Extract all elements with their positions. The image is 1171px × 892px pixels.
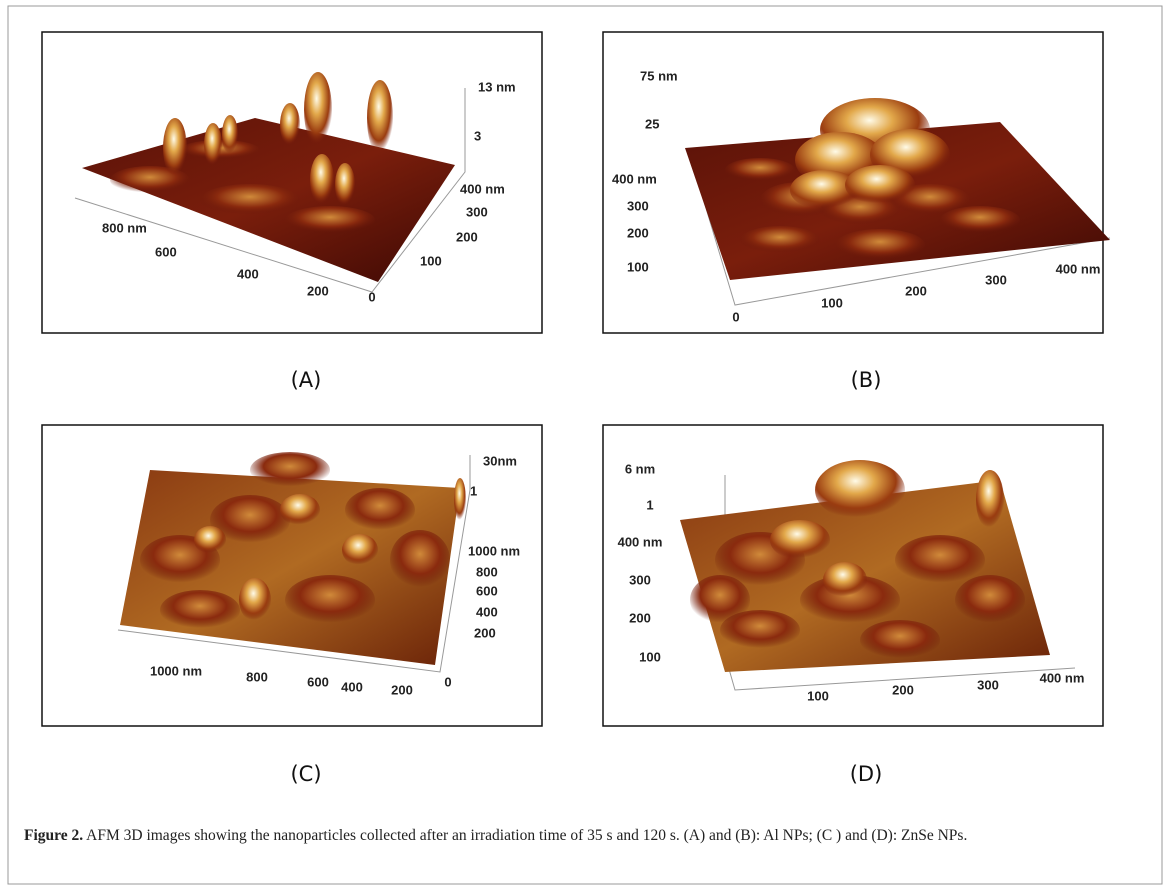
surface-peak: [770, 520, 830, 560]
surface-peak: [280, 494, 320, 526]
axis-label: 600: [307, 674, 329, 689]
axis-label: 400 nm: [1040, 670, 1085, 685]
figure: (A)13 nm3400 nm3002001000800 nm600400200…: [0, 0, 1171, 892]
surface-peak: [310, 154, 334, 206]
surface-bump: [895, 535, 985, 585]
axis-label: 0: [732, 309, 739, 324]
figure-page: (A)13 nm3400 nm3002001000800 nm600400200…: [0, 0, 1171, 892]
axis-label: 100: [420, 253, 442, 268]
surface-bump: [740, 226, 820, 254]
surface-peak: [342, 534, 378, 566]
axis-label: 300: [629, 572, 651, 587]
axis-label: 75 nm: [640, 68, 678, 83]
axis-label: 400 nm: [612, 171, 657, 186]
axis-label: 200: [456, 229, 478, 244]
surface-bump: [835, 229, 925, 261]
surface-peak: [194, 526, 226, 554]
axis-label: 800 nm: [102, 220, 147, 235]
axis-label: 800: [246, 669, 268, 684]
panel-label: (C): [290, 762, 321, 786]
axis-label: 3: [474, 128, 481, 143]
axis-label: 200: [391, 682, 413, 697]
axis-label: 400 nm: [618, 534, 663, 549]
axis-label: 100: [639, 649, 661, 664]
axis-label: 800: [476, 564, 498, 579]
surface-bump: [285, 575, 375, 625]
surface-peak: [367, 80, 393, 156]
axis-label: 100: [821, 295, 843, 310]
surface-peak: [976, 470, 1004, 530]
panel-label: (B): [851, 368, 882, 392]
axis-label: 200: [905, 283, 927, 298]
axis-label: 400: [476, 604, 498, 619]
surface-peak: [823, 562, 867, 598]
axis-label: 200: [474, 625, 496, 640]
axis-label: 400: [237, 266, 259, 281]
surface-bump: [345, 488, 415, 532]
surface-bump: [940, 206, 1020, 234]
surface-peak: [222, 115, 238, 155]
surface-bump: [725, 158, 795, 182]
surface-peak: [454, 478, 466, 522]
axis-label: 400 nm: [460, 181, 505, 196]
axis-label: 25: [645, 116, 659, 131]
axis-label: 1: [470, 483, 477, 498]
surface-bump: [390, 530, 450, 590]
surface-peak: [239, 578, 271, 622]
axis-label: 1000 nm: [150, 663, 202, 678]
surface-bump: [200, 184, 300, 216]
surface-bump: [250, 452, 330, 488]
axis-label: 6 nm: [625, 461, 655, 476]
surface-peak: [304, 72, 332, 148]
caption: Figure 2. AFM 3D images showing the nano…: [24, 826, 1149, 845]
axis-label: 600: [155, 244, 177, 259]
surface-bump: [860, 620, 940, 660]
axis-label: 13 nm: [478, 79, 516, 94]
axis-label: 200: [892, 682, 914, 697]
axis-label: 0: [368, 289, 375, 304]
axis-label: 0: [444, 674, 451, 689]
axis-label: 400 nm: [1056, 261, 1101, 276]
surface-bump: [690, 575, 750, 625]
panel-label: (A): [291, 368, 322, 392]
axis-label: 300: [627, 198, 649, 213]
surface-bump: [955, 575, 1025, 625]
axis-label: 30nm: [483, 453, 517, 468]
axis-label: 1000 nm: [468, 543, 520, 558]
surface-bump: [285, 206, 375, 234]
axis-label: 100: [807, 688, 829, 703]
axis-label: 300: [466, 204, 488, 219]
caption-label: Figure 2.: [24, 827, 83, 844]
axis-label: 200: [307, 283, 329, 298]
axis-label: 600: [476, 583, 498, 598]
surface-peak: [845, 165, 915, 205]
axis-label: 200: [629, 610, 651, 625]
axis-label: 400: [341, 679, 363, 694]
axis-label: 300: [985, 272, 1007, 287]
surface-peak: [204, 123, 222, 167]
axis-label: 300: [977, 677, 999, 692]
surface-peak: [280, 103, 300, 147]
axis-label: 100: [627, 259, 649, 274]
caption-text: AFM 3D images showing the nanoparticles …: [86, 827, 967, 844]
surface-bump: [160, 590, 240, 630]
axis-label: 200: [627, 225, 649, 240]
surface-peak: [815, 460, 905, 520]
panel-label: (D): [850, 762, 883, 786]
axis-label: 1: [646, 497, 653, 512]
surface-peak: [335, 163, 355, 207]
surface-peak: [163, 118, 187, 178]
